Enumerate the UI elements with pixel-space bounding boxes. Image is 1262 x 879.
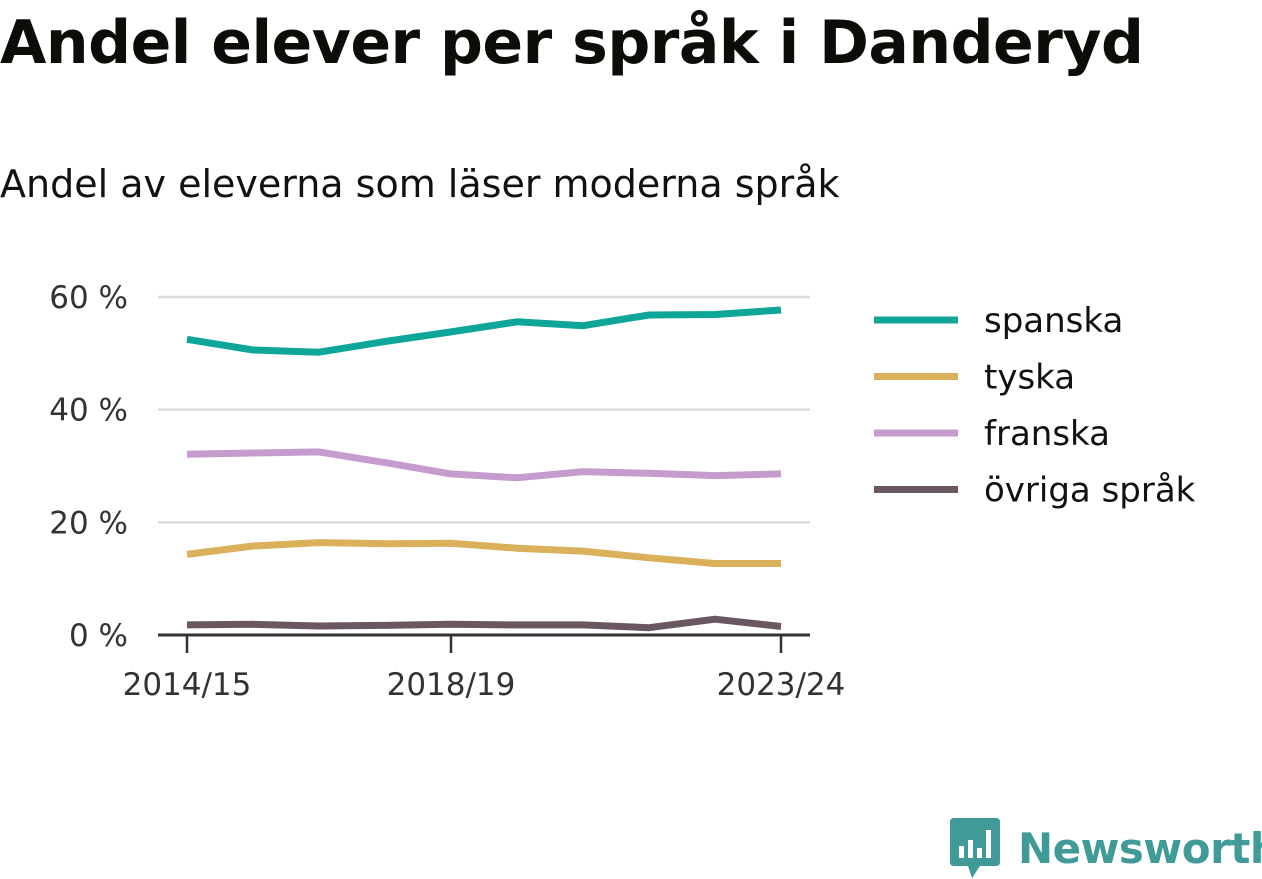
x-axis: 2014/15 2018/19 2023/24 bbox=[123, 633, 846, 703]
y-axis: 0 % 20 % 40 % 60 % bbox=[49, 280, 128, 654]
series-line bbox=[186, 306, 782, 356]
y-tick-label: 0 % bbox=[69, 618, 128, 654]
legend-label: övriga språk bbox=[984, 471, 1196, 511]
gridlines bbox=[158, 295, 810, 524]
chart-title: Andel elever per språk i Danderyd bbox=[0, 8, 1144, 78]
series-lines bbox=[186, 306, 782, 632]
series-line bbox=[186, 539, 781, 567]
brand-name: Newsworthy bbox=[1018, 823, 1262, 873]
newsworthy-logo-icon bbox=[950, 818, 1000, 878]
legend-label: franska bbox=[984, 414, 1110, 454]
y-tick-label: 20 % bbox=[49, 505, 128, 541]
y-tick-label: 60 % bbox=[49, 280, 128, 316]
x-tick-label: 2018/19 bbox=[387, 667, 516, 703]
x-tick-label: 2014/15 bbox=[123, 667, 252, 703]
series-line bbox=[186, 615, 782, 632]
y-tick-label: 40 % bbox=[49, 393, 128, 429]
x-tick-label: 2023/24 bbox=[717, 667, 846, 703]
legend: spanska tyska franska övriga språk bbox=[874, 301, 1196, 511]
newsworthy-logo[interactable]: Newsworthy bbox=[950, 818, 1262, 878]
series-line bbox=[186, 448, 782, 482]
legend-label: tyska bbox=[984, 358, 1075, 398]
legend-label: spanska bbox=[984, 301, 1123, 341]
chart-subtitle: Andel av eleverna som läser moderna språ… bbox=[0, 162, 840, 206]
